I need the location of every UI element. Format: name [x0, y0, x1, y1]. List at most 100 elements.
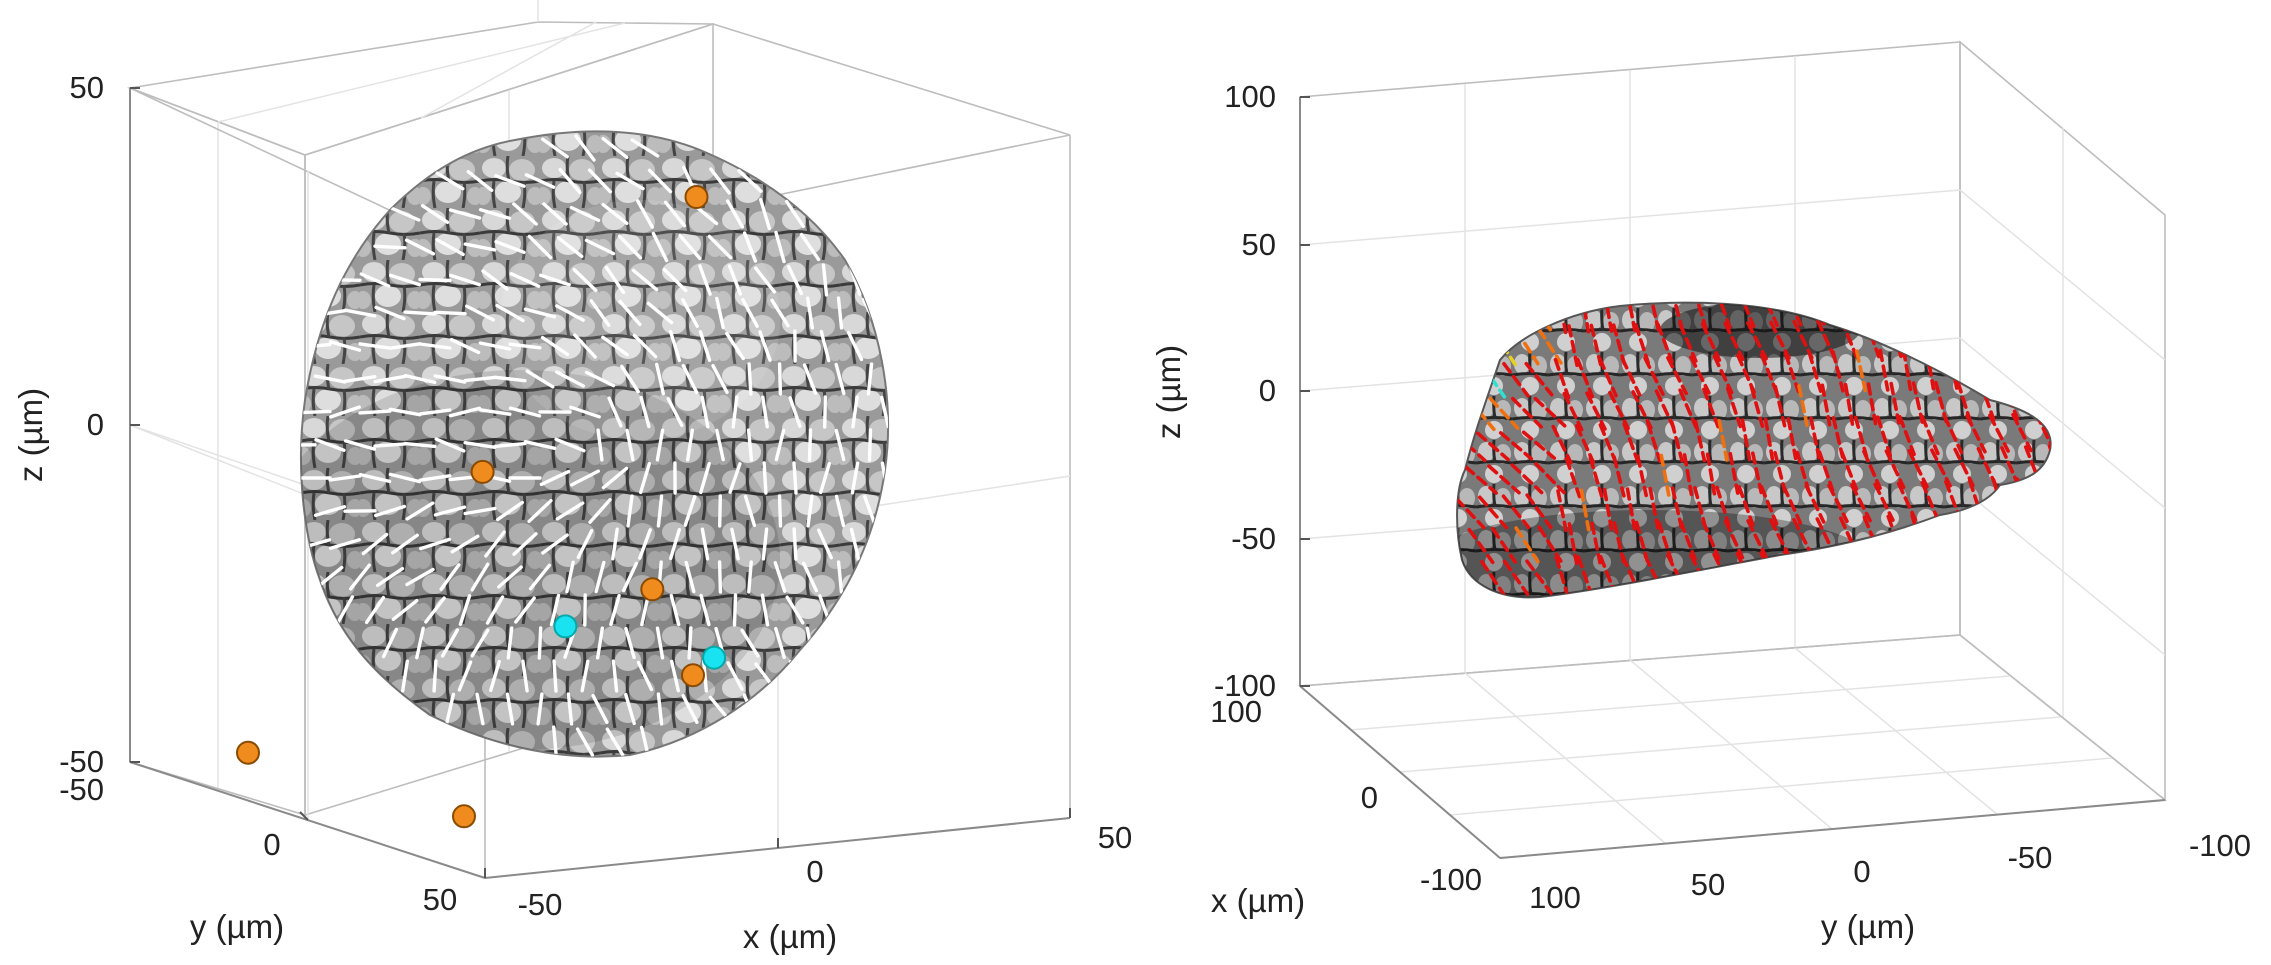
director-segment	[470, 628, 490, 658]
director-segment	[799, 232, 821, 262]
left-xtick-50: 50	[1098, 820, 1132, 855]
director-segment	[493, 441, 527, 449]
director-segment	[505, 692, 515, 726]
left-ytick-neg50: -50	[59, 772, 104, 807]
orange-defect-marker	[470, 459, 495, 484]
director-segment	[663, 200, 687, 228]
dashed-director-segment	[1679, 520, 1697, 562]
dashed-director-segment	[1622, 422, 1640, 464]
director-segment	[349, 563, 371, 591]
dashed-director-segment	[1782, 550, 1802, 592]
dashed-director-segment	[1598, 357, 1618, 398]
director-segment	[316, 565, 344, 589]
director-segment	[524, 173, 556, 189]
director-segment	[621, 561, 639, 593]
director-segment	[819, 329, 831, 363]
director-segment	[403, 373, 437, 385]
dashed-director-segment	[1689, 355, 1711, 395]
director-segment	[746, 428, 754, 462]
director-segment	[636, 199, 654, 229]
director-segment	[687, 626, 693, 660]
dashed-director-segment	[1827, 483, 1849, 524]
dashed-director-segment	[2004, 510, 2016, 554]
left-xtick-0: 0	[806, 854, 823, 889]
director-segment	[575, 727, 595, 757]
dashed-director-segment	[1965, 414, 1987, 454]
director-segment	[574, 134, 596, 162]
director-segment	[670, 659, 680, 693]
director-segment	[512, 532, 538, 556]
director-segment	[681, 694, 699, 724]
dashed-director-segment	[1827, 302, 1849, 326]
dashed-director-segment	[1498, 431, 1534, 461]
director-segment	[448, 208, 482, 220]
dashed-director-segment	[2037, 542, 2051, 586]
dashed-director-segment	[1502, 361, 1530, 398]
director-segment	[496, 500, 524, 522]
left-ztick-50: 50	[70, 70, 104, 105]
dashed-director-segment	[1534, 462, 1566, 495]
dashed-director-segment	[1759, 484, 1779, 526]
director-segment	[389, 206, 421, 222]
director-segment	[418, 408, 452, 416]
director-segment	[508, 406, 542, 418]
director-segment	[632, 333, 658, 359]
director-segment	[478, 207, 512, 221]
director-segment	[478, 408, 512, 416]
director-segment	[624, 626, 636, 660]
director-segment	[626, 494, 634, 528]
director-segment	[525, 369, 555, 389]
director-segment	[343, 439, 377, 451]
director-segment	[662, 267, 688, 293]
dashed-director-segment	[1678, 388, 1698, 429]
dashed-director-segment	[1786, 417, 1798, 461]
director-segment	[715, 296, 725, 330]
dashed-director-segment	[1567, 522, 1579, 566]
dashed-director-segment	[1934, 314, 1948, 358]
director-segment	[554, 437, 586, 453]
director-segment	[639, 461, 651, 495]
director-segment	[418, 474, 452, 482]
director-segment	[463, 441, 497, 449]
dashed-director-segment	[1981, 511, 1993, 555]
dashed-director-segment	[1723, 321, 1745, 362]
director-segment	[584, 238, 616, 256]
dashed-director-segment	[1487, 464, 1521, 495]
director-segment	[313, 505, 347, 517]
dashed-director-segment	[1612, 455, 1626, 498]
director-segment	[647, 168, 673, 194]
director-segment	[624, 692, 636, 726]
director-segment	[666, 396, 684, 428]
dashed-director-segment	[1947, 544, 1959, 588]
dashed-director-segment	[1804, 484, 1826, 524]
right-xtick-neg100: -100	[1420, 862, 1482, 897]
dashed-director-segment	[1576, 555, 1594, 597]
director-segment	[611, 527, 619, 561]
dashed-director-segment	[2050, 509, 2051, 553]
director-segment	[434, 437, 466, 453]
director-segment	[732, 593, 738, 627]
director-segment	[788, 660, 802, 692]
director-segment	[607, 396, 623, 428]
director-segment	[481, 269, 509, 291]
cyan-defect-marker	[553, 614, 578, 639]
dashed-director-segment	[1657, 520, 1673, 563]
director-segment	[727, 264, 743, 296]
director-segment	[440, 628, 460, 658]
dashed-director-segment	[1625, 487, 1637, 531]
orange-defect-marker	[452, 804, 476, 829]
dashed-director-segment	[1981, 313, 1993, 357]
director-segment	[834, 494, 846, 528]
dashed-director-segment	[1797, 384, 1809, 428]
left-plot: 50 0 -50 -50 0 50 -50 0 50 z (µm) y (µm)…	[12, 0, 1132, 955]
dashed-director-segment	[2050, 311, 2051, 355]
dashed-director-segment	[1625, 302, 1637, 333]
director-segment	[698, 330, 712, 362]
dashed-director-segment	[1579, 488, 1591, 532]
director-segment	[596, 626, 604, 660]
dashed-director-segment	[1746, 321, 1768, 361]
director-segment	[542, 202, 568, 226]
director-segment	[774, 626, 786, 660]
dashed-director-segment	[1521, 430, 1557, 460]
dashed-director-segment	[1850, 302, 1872, 325]
